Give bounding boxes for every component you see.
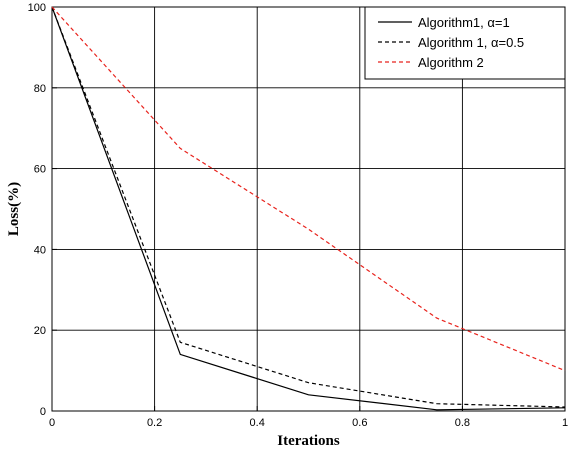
legend: Algorithm1, α=1 Algorithm 1, α=0.5 Algorit… [364, 6, 566, 80]
x-tick-label: 0.2 [147, 417, 162, 429]
y-tick-label: 40 [34, 244, 46, 256]
x-axis-title: Iterations [277, 433, 340, 449]
series-line-3 [51, 6, 566, 372]
y-axis-title: Loss(%) [6, 182, 22, 236]
ticks: 0 0.2 0.4 0.6 0.8 1 0 20 40 60 80 100 [28, 2, 568, 429]
x-tick-label: 0 [49, 417, 55, 429]
legend-label-3: Algorithm 2 [418, 55, 484, 70]
series-lines [51, 6, 566, 411]
plot-frame [51, 6, 566, 412]
x-tick-label: 1 [562, 417, 568, 429]
legend-label-2: Algorithm 1, α=0.5 [418, 35, 524, 50]
x-tick-label: 0.6 [352, 417, 367, 429]
series-line-2 [51, 6, 566, 408]
y-tick-label: 80 [34, 83, 46, 95]
legend-box [364, 6, 566, 80]
y-tick-label: 0 [40, 406, 46, 418]
series-line-1 [51, 6, 566, 411]
y-tick-label: 20 [34, 325, 46, 337]
y-tick-label: 100 [28, 2, 46, 14]
legend-label-1: Algorithm1, α=1 [418, 15, 510, 30]
x-tick-label: 0.4 [250, 417, 265, 429]
y-tick-label: 60 [34, 164, 46, 176]
x-tick-label: 0.8 [455, 417, 470, 429]
